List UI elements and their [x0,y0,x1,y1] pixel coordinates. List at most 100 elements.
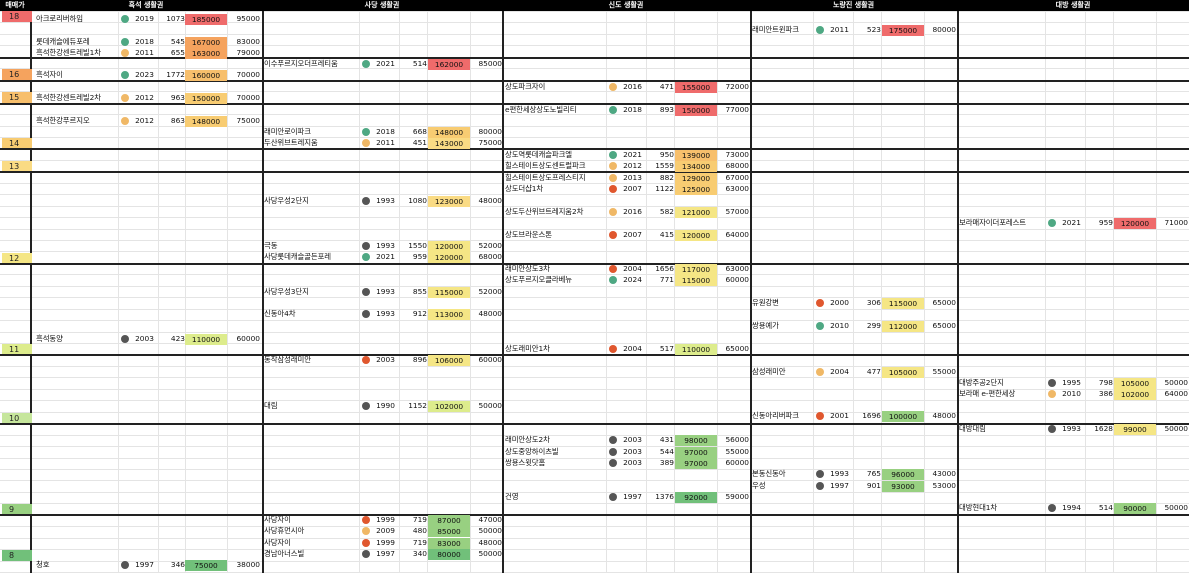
household-count[interactable]: 959 [1098,218,1113,227]
household-count[interactable]: 431 [659,435,674,444]
jeonse-price[interactable]: 60000 [478,355,502,364]
apartment-name[interactable]: 경남아너스빌 [264,549,305,558]
sale-price[interactable]: 105000 [882,366,924,378]
household-count[interactable]: 765 [866,469,881,478]
build-year[interactable]: 1993 [1062,424,1081,433]
jeonse-price[interactable]: 56000 [725,435,749,444]
sale-price[interactable]: 106000 [428,354,470,366]
apartment-name[interactable]: 힐스테이트상도센트럴파크 [505,161,586,170]
jeonse-price[interactable]: 59000 [725,492,749,501]
jeonse-price[interactable]: 50000 [1164,503,1188,512]
jeonse-price[interactable]: 57000 [725,207,749,216]
household-count[interactable]: 798 [1098,378,1113,387]
apartment-name[interactable]: 흑석동양 [36,334,63,343]
build-year[interactable]: 2016 [623,82,642,91]
apartment-name[interactable]: 건영 [505,492,519,501]
household-count[interactable]: 517 [659,344,674,353]
apartment-name[interactable]: 신동아리버파크 [752,411,799,420]
apartment-name[interactable]: 흑석한강센트레빌2차 [36,93,101,102]
household-count[interactable]: 855 [412,287,427,296]
build-year[interactable]: 2012 [623,161,642,170]
build-year[interactable]: 1995 [1062,378,1081,387]
household-count[interactable]: 480 [412,526,427,535]
sale-price[interactable]: 102000 [1114,388,1156,400]
build-year[interactable]: 1997 [830,481,849,490]
household-count[interactable]: 1376 [655,492,674,501]
build-year[interactable]: 2011 [135,48,154,57]
apartment-name[interactable]: 래미안로이파크 [264,127,311,136]
build-year[interactable]: 1999 [376,515,395,524]
build-year[interactable]: 2003 [623,435,642,444]
household-count[interactable]: 1656 [655,264,674,273]
build-year[interactable]: 2003 [135,334,154,343]
build-year[interactable]: 2012 [135,116,154,125]
jeonse-price[interactable]: 70000 [236,93,260,102]
build-year[interactable]: 2003 [623,447,642,456]
apartment-name[interactable]: 동작삼성래미안 [264,355,311,364]
build-year[interactable]: 2018 [623,105,642,114]
build-year[interactable]: 1997 [376,549,395,558]
household-count[interactable]: 863 [170,116,185,125]
household-count[interactable]: 346 [170,560,185,569]
household-count[interactable]: 1073 [166,14,185,23]
jeonse-price[interactable]: 63000 [725,184,749,193]
build-year[interactable]: 2011 [830,25,849,34]
jeonse-price[interactable]: 80000 [478,127,502,136]
build-year[interactable]: 2010 [830,321,849,330]
build-year[interactable]: 2007 [623,184,642,193]
household-count[interactable]: 893 [659,105,674,114]
jeonse-price[interactable]: 53000 [932,481,956,490]
sale-price[interactable]: 115000 [675,274,717,286]
household-count[interactable]: 771 [659,275,674,284]
sale-price[interactable]: 150000 [185,92,227,104]
sale-price[interactable]: 160000 [185,69,227,81]
sale-price[interactable]: 115000 [882,297,924,309]
build-year[interactable]: 2018 [135,37,154,46]
sale-price[interactable]: 150000 [675,104,717,116]
apartment-name[interactable]: e편한세상상도노빌리티 [505,105,577,114]
sale-price[interactable]: 75000 [185,559,227,571]
apartment-name[interactable]: 두산위브트레지움 [264,138,318,147]
sale-price[interactable]: 134000 [675,160,717,172]
household-count[interactable]: 959 [412,252,427,261]
household-count[interactable]: 477 [866,367,881,376]
sale-price[interactable]: 115000 [428,286,470,298]
household-count[interactable]: 963 [170,93,185,102]
jeonse-price[interactable]: 60000 [236,334,260,343]
household-count[interactable]: 523 [866,25,881,34]
household-count[interactable]: 386 [1098,389,1113,398]
sale-price[interactable]: 129000 [675,172,717,184]
household-count[interactable]: 1080 [408,196,427,205]
sale-price[interactable]: 87000 [428,514,470,526]
apartment-name[interactable]: 쌍용스윗닷홈 [505,458,546,467]
apartment-name[interactable]: 상도역롯데캐슬파크엘 [505,150,572,159]
apartment-name[interactable]: 유원강변 [752,298,779,307]
household-count[interactable]: 719 [412,515,427,524]
jeonse-price[interactable]: 68000 [725,161,749,170]
sale-price[interactable]: 102000 [428,400,470,412]
jeonse-price[interactable]: 70000 [236,70,260,79]
sale-price[interactable]: 85000 [428,525,470,537]
jeonse-price[interactable]: 77000 [725,105,749,114]
sale-price[interactable]: 148000 [428,126,470,138]
apartment-name[interactable]: 힐스테이트상도프레스티지 [505,173,586,182]
household-count[interactable]: 655 [170,48,185,57]
build-year[interactable]: 2021 [1062,218,1081,227]
apartment-name[interactable]: 신동아4차 [264,309,296,318]
sale-price[interactable]: 148000 [185,115,227,127]
apartment-name[interactable]: 래미안상도2차 [505,435,550,444]
jeonse-price[interactable]: 95000 [236,14,260,23]
household-count[interactable]: 451 [412,138,427,147]
jeonse-price[interactable]: 85000 [478,59,502,68]
build-year[interactable]: 2016 [623,207,642,216]
jeonse-price[interactable]: 52000 [478,287,502,296]
sale-price[interactable]: 155000 [675,81,717,93]
sale-price[interactable]: 120000 [428,251,470,263]
build-year[interactable]: 2024 [623,275,642,284]
apartment-name[interactable]: 대림 [264,401,278,410]
jeonse-price[interactable]: 60000 [725,458,749,467]
household-count[interactable]: 389 [659,458,674,467]
build-year[interactable]: 1993 [376,241,395,250]
household-count[interactable]: 514 [1098,503,1113,512]
build-year[interactable]: 2023 [135,70,154,79]
